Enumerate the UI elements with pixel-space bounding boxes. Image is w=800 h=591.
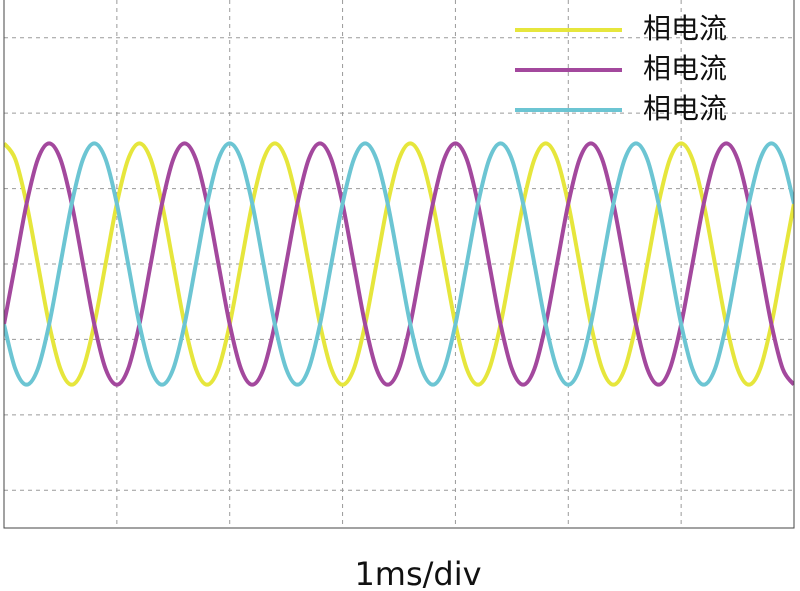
x-axis-label: 1ms/div <box>354 555 481 591</box>
plot-frame <box>3 0 795 529</box>
series-line <box>4 141 794 387</box>
series-line <box>4 141 794 387</box>
series-line <box>4 141 794 387</box>
legend-label: 相电流 <box>643 52 727 85</box>
plot-area <box>4 141 794 387</box>
legend-label: 相电流 <box>643 92 727 125</box>
legend-label: 相电流 <box>643 12 727 45</box>
